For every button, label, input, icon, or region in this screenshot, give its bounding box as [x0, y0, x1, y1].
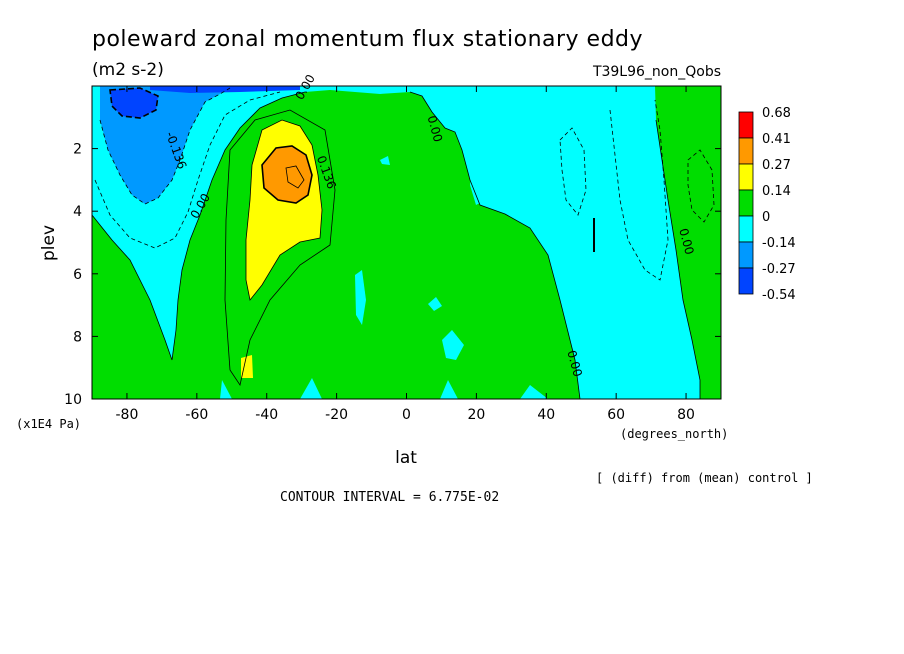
colorbar-label: 0.41 [762, 132, 791, 147]
contour-label: 0.00 [425, 114, 445, 143]
contour-neg-core [109, 87, 159, 119]
colorbar: 0.68 0.41 0.27 0.14 0 -0.14 -0.27 -0.54 [738, 106, 796, 303]
contour-label: 0.00 [564, 349, 584, 378]
x-tick-label: 80 [677, 407, 695, 423]
contour-neg-4 [609, 99, 669, 281]
contour-pos-4 [224, 109, 336, 387]
y-axis: 2 4 6 8 10 [64, 142, 721, 408]
y-tick-label: 4 [73, 204, 82, 220]
region-hole-5 [380, 156, 390, 165]
contour-lines [91, 87, 715, 400]
contour-pos-2 [261, 145, 313, 204]
x-axis: -80 -60 -40 -20 0 20 40 60 80 [116, 86, 695, 423]
x-tick-label: 20 [467, 407, 485, 423]
colorbar-label: 0 [762, 210, 770, 225]
colorbar-swatch [738, 163, 754, 191]
run-label: T39L96_non_Qobs [592, 64, 721, 80]
region-positive-main [92, 90, 580, 399]
region-positive-north [655, 86, 721, 399]
contour-zero-south [91, 91, 306, 361]
region-hole-2 [442, 330, 464, 360]
colorbar-label: 0.68 [762, 106, 791, 121]
contour-interval: CONTOUR INTERVAL = 6.775E-02 [280, 490, 499, 505]
colorbar-label: -0.54 [762, 288, 796, 303]
x-axis-units: (degrees_north) [620, 427, 728, 441]
x-tick-label: -20 [325, 407, 348, 423]
contour-neg-3 [559, 127, 587, 216]
x-tick-label: -60 [185, 407, 208, 423]
region-negative-top [150, 86, 300, 93]
contour-zero-mid [409, 91, 581, 400]
y-axis-units: (x1E4 Pa) [16, 417, 81, 431]
colorbar-swatch [738, 189, 754, 217]
colorbar-swatch [738, 241, 754, 269]
y-axis-label: plev [39, 225, 59, 261]
colorbar-label: 0.27 [762, 158, 791, 173]
colorbar-swatch [738, 111, 754, 139]
colorbar-label: 0.14 [762, 184, 791, 199]
x-tick-label: 40 [537, 407, 555, 423]
region-hole-3 [428, 297, 442, 311]
region-negative-core [110, 88, 158, 118]
colorbar-swatch [738, 137, 754, 165]
x-tick-label: -40 [255, 407, 278, 423]
units-label: (m2 s-2) [92, 60, 164, 80]
colorbar-label: -0.27 [762, 262, 796, 277]
contour-label: 0.00 [676, 227, 696, 256]
contour-pos-3 [285, 165, 305, 189]
footnote: [ (diff) from (mean) control ] [596, 471, 813, 485]
y-tick-label: 2 [73, 142, 82, 158]
region-hole-4 [355, 270, 366, 325]
contour-pos-1 [245, 119, 323, 301]
x-tick-label: 0 [402, 407, 411, 423]
contour-neg-2 [94, 91, 281, 249]
colorbar-swatch [738, 215, 754, 243]
colorbar-swatch [738, 267, 754, 295]
x-tick-label: -80 [116, 407, 139, 423]
contour-zero-north [655, 119, 701, 399]
y-tick-label: 6 [73, 267, 82, 283]
x-tick-label: 60 [607, 407, 625, 423]
chart-title: poleward zonal momentum flux stationary … [92, 27, 643, 52]
y-tick-label: 8 [73, 329, 82, 345]
region-positive-small [241, 355, 253, 378]
y-tick-label: 10 [64, 392, 82, 408]
x-axis-label: lat [395, 448, 417, 468]
colorbar-label: -0.14 [762, 236, 796, 251]
